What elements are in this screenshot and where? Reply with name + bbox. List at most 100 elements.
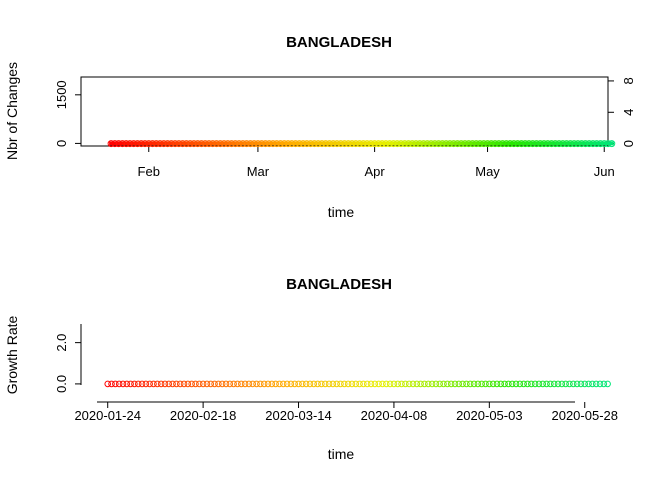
- top-point-changes: [124, 141, 129, 146]
- bottom-x-tick-label: 2020-01-24: [74, 408, 141, 423]
- bottom-point: [352, 380, 360, 388]
- bottom-point: [360, 380, 367, 388]
- top-point-secondary: [152, 140, 160, 148]
- bottom-point: [447, 380, 455, 388]
- top-point-secondary: [258, 140, 266, 148]
- bottom-point: [558, 380, 566, 388]
- top-point-changes: [173, 141, 178, 146]
- top-point-changes: [206, 141, 211, 146]
- top-point-changes: [327, 141, 332, 146]
- bottom-point: [306, 380, 314, 388]
- top-point-secondary: [126, 140, 134, 148]
- top-point-secondary: [133, 140, 141, 148]
- bottom-point: [589, 380, 596, 388]
- top-point-secondary: [570, 140, 578, 148]
- bottom-point: [497, 380, 505, 388]
- top-point-secondary: [292, 140, 300, 148]
- top-point-secondary: [593, 140, 601, 148]
- bottom-point: [474, 380, 482, 388]
- top-point-changes: [372, 141, 377, 146]
- top-point-secondary: [145, 140, 153, 148]
- top-point-secondary: [604, 140, 612, 148]
- bottom-point: [547, 380, 554, 388]
- top-point-secondary: [167, 140, 175, 148]
- bottom-x-tick-label: 2020-05-28: [551, 408, 618, 423]
- top-x-tick-label: Mar: [247, 164, 270, 179]
- top-point-changes: [493, 141, 498, 146]
- bottom-y-tick-label: 0.0: [54, 375, 69, 393]
- bottom-x-axis: 2020-01-24 2020-02-18 2020-03-14 2020-04-08…: [74, 402, 618, 423]
- top-point-secondary: [408, 140, 416, 148]
- top-point-changes: [410, 141, 415, 146]
- bottom-point: [459, 380, 466, 388]
- top-point-changes: [526, 141, 531, 146]
- top-point-changes: [478, 141, 483, 146]
- top-point-secondary: [359, 140, 367, 148]
- bottom-point: [161, 380, 169, 388]
- bottom-point: [154, 380, 161, 388]
- bottom-x-tick-label: 2020-05-03: [456, 408, 523, 423]
- top-point-changes: [274, 141, 279, 146]
- bottom-point: [169, 380, 176, 388]
- bottom-point: [516, 380, 524, 388]
- top-point-changes: [255, 141, 260, 146]
- top-point-secondary: [160, 140, 168, 148]
- top-point-changes: [188, 141, 193, 146]
- top-point-secondary: [600, 140, 608, 148]
- top-point-changes: [414, 141, 419, 146]
- bottom-point: [520, 380, 527, 388]
- bottom-point: [226, 380, 234, 388]
- top-point-secondary: [280, 140, 288, 148]
- top-point-secondary: [397, 140, 405, 148]
- top-point-secondary: [502, 140, 510, 148]
- top-left-tick-label: 1500: [54, 80, 69, 109]
- top-point-changes: [222, 141, 227, 146]
- top-point-changes: [590, 141, 595, 146]
- top-point-changes: [387, 141, 392, 146]
- top-point-changes: [353, 141, 358, 146]
- top-point-secondary: [596, 140, 604, 148]
- top-point-changes: [606, 141, 610, 146]
- top-point-secondary: [386, 140, 394, 148]
- bottom-point: [585, 380, 592, 388]
- top-point-changes: [323, 141, 328, 146]
- top-point-changes: [180, 141, 185, 146]
- top-point-changes: [447, 141, 452, 146]
- top-point-secondary: [468, 140, 476, 148]
- bottom-point: [268, 380, 276, 388]
- bottom-y-axis: 0.0 2.0: [54, 334, 81, 393]
- top-point-changes: [549, 141, 554, 146]
- top-point-changes: [176, 141, 181, 146]
- top-point-secondary: [250, 140, 258, 148]
- top-point-changes: [334, 141, 339, 146]
- bottom-point: [203, 380, 211, 388]
- top-point-changes: [342, 141, 347, 146]
- top-point-changes: [109, 141, 114, 146]
- top-point-secondary: [299, 140, 307, 148]
- top-point-secondary: [314, 140, 322, 148]
- bottom-point: [356, 380, 363, 388]
- top-point-changes: [380, 141, 385, 146]
- bottom-point: [157, 380, 165, 388]
- bottom-point: [302, 380, 310, 388]
- bottom-point: [123, 380, 131, 388]
- top-point-secondary: [446, 140, 454, 148]
- top-point-secondary: [608, 140, 616, 148]
- top-point-secondary: [438, 140, 446, 148]
- top-point-changes: [598, 141, 603, 146]
- top-point-secondary: [487, 140, 495, 148]
- top-point-secondary: [164, 140, 172, 148]
- bottom-point: [470, 380, 478, 388]
- bottom-point: [524, 380, 531, 388]
- bottom-point: [337, 380, 344, 388]
- top-point-secondary: [566, 140, 574, 148]
- top-point-changes: [583, 141, 588, 146]
- top-point-changes: [485, 141, 490, 146]
- bottom-point: [196, 380, 203, 388]
- top-point-secondary: [156, 140, 164, 148]
- top-point-secondary: [273, 140, 281, 148]
- bottom-point: [432, 380, 440, 388]
- bottom-point: [215, 380, 222, 388]
- top-point-changes: [511, 141, 516, 146]
- bottom-point: [230, 380, 237, 388]
